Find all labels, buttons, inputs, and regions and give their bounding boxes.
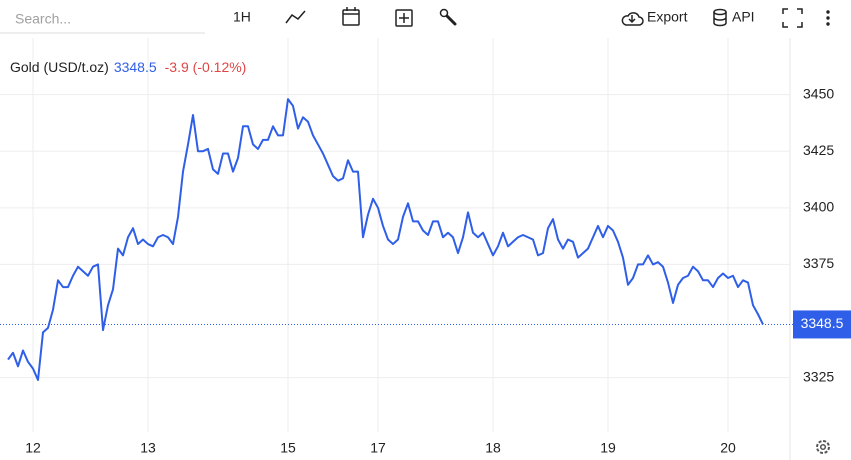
- plot-area: 3325 3375 3400 3425 3450 12 13 15 17 18 19 20 3348.5: [0, 38, 851, 456]
- export-button[interactable]: Export: [621, 9, 688, 26]
- add-indicator-icon[interactable]: [395, 9, 413, 27]
- toolbar: Search... 1H Export API: [0, 4, 830, 34]
- x-tick-label: 12: [25, 440, 41, 456]
- menu-dots[interactable]: [826, 10, 830, 26]
- fullscreen-icon[interactable]: [782, 8, 803, 28]
- price-change: -3.9 (-0.12%): [165, 59, 247, 75]
- settings-wrench-icon[interactable]: [439, 8, 457, 26]
- last-price-tag: [793, 310, 851, 339]
- chart-type-icon[interactable]: [285, 10, 306, 24]
- last-price: 3348.5: [114, 59, 157, 75]
- x-tick-label: 19: [600, 440, 616, 456]
- api-label: API: [732, 9, 755, 25]
- interval-button[interactable]: 1H: [233, 9, 251, 25]
- y-tick-label: 3450: [803, 85, 834, 101]
- search-box[interactable]: Search...: [0, 4, 205, 34]
- x-tick-label: 20: [720, 440, 736, 456]
- api-button[interactable]: API: [713, 9, 755, 27]
- last-price-tag-label: 3348.5: [801, 315, 844, 331]
- y-tick-label: 3375: [803, 255, 834, 271]
- export-label: Export: [647, 9, 688, 25]
- x-tick-label: 13: [140, 440, 156, 456]
- settings-gear[interactable]: [816, 440, 830, 454]
- legend: Gold (USD/t.oz) 3348.5 -3.9 (-0.12%): [10, 59, 246, 75]
- y-tick-label: 3400: [803, 199, 834, 215]
- x-tick-label: 18: [485, 440, 501, 456]
- price-line: [7, 98, 764, 381]
- search-placeholder: Search...: [15, 11, 71, 27]
- x-tick-label: 15: [280, 440, 296, 456]
- y-tick-label: 3425: [803, 142, 834, 158]
- search-field[interactable]: [0, 4, 205, 34]
- x-tick-label: 17: [370, 440, 386, 456]
- calendar-icon[interactable]: [342, 7, 360, 26]
- y-tick-label: 3325: [803, 368, 834, 384]
- series-name: Gold (USD/t.oz): [10, 59, 109, 75]
